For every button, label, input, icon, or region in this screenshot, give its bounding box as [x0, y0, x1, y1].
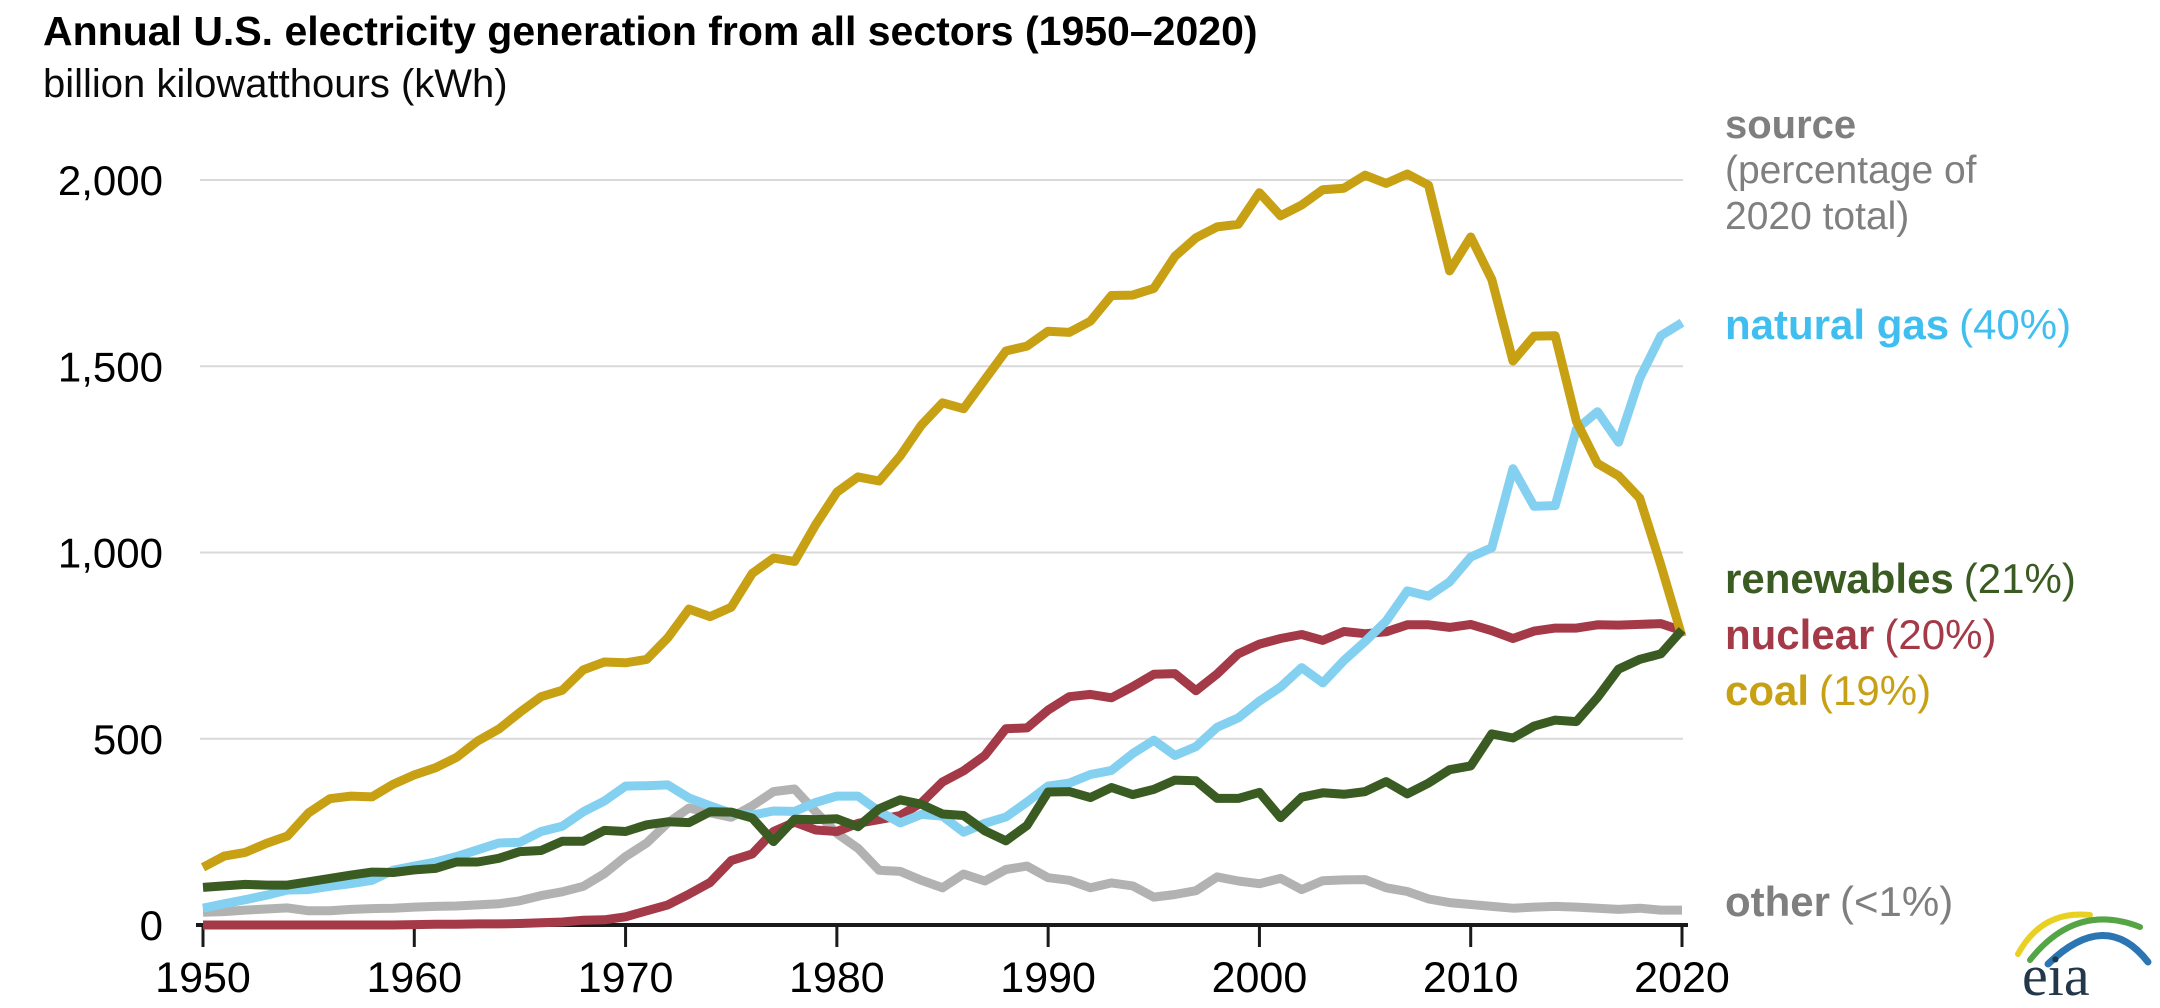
legend-renewables-share: (21%)	[1963, 555, 2076, 602]
legend-nuclear: nuclear (20%)	[1725, 607, 2076, 663]
legend-coal: coal (19%)	[1725, 663, 2076, 719]
eia-logo-text: eia	[2022, 943, 2090, 1005]
legend-natural-gas-label: natural gas	[1725, 301, 1950, 348]
series-line-nuclear	[203, 619, 1684, 930]
series-line-other	[202, 784, 1682, 917]
x-tick-label-2020: 2020	[1634, 954, 1730, 1002]
eia-logo-green-swoosh-icon	[2027, 916, 2143, 963]
x-tick-label-1990: 1990	[1000, 954, 1096, 1002]
legend-other-label: other	[1725, 878, 1830, 925]
legend-natural-gas: natural gas (40%)	[1725, 301, 2071, 349]
legend-nuclear-share: (20%)	[1884, 611, 1997, 658]
x-tick-label-1950: 1950	[155, 954, 251, 1002]
legend-natural-gas-share: (40%)	[1959, 301, 2072, 348]
legend-middle-group: renewables (21%) nuclear (20%) coal (19%)	[1725, 551, 2076, 719]
legend-note-line2: 2020 total)	[1725, 195, 1910, 238]
legend-coal-share: (19%)	[1819, 667, 1932, 714]
x-tick-label-1960: 1960	[366, 954, 462, 1002]
x-tick-label-2000: 2000	[1212, 954, 1308, 1002]
y-tick-label-500: 500	[93, 716, 163, 763]
y-tick-label-1000: 1,000	[58, 530, 163, 577]
series-line-renewables	[202, 627, 1686, 892]
y-tick-label-1500: 1,500	[58, 343, 163, 390]
legend-other: other (<1%)	[1725, 878, 1953, 926]
legend-coal-label: coal	[1725, 667, 1810, 714]
series-line-coal	[200, 169, 1687, 872]
legend-other-share: (<1%)	[1840, 878, 1954, 925]
legend-renewables-label: renewables	[1725, 555, 1954, 602]
eia-logo-yellow-swoosh-icon	[2015, 911, 2093, 957]
y-tick-label-2000: 2,000	[58, 157, 163, 204]
page-title: Annual U.S. electricity generation from …	[43, 8, 1258, 54]
legend-renewables: renewables (21%)	[1725, 551, 2076, 607]
page-subtitle: billion kilowatthours (kWh)	[43, 62, 508, 106]
legend-nuclear-label: nuclear	[1725, 611, 1875, 658]
y-tick-label-0: 0	[140, 902, 163, 949]
legend-source-title: source	[1725, 103, 1857, 147]
x-tick-label-1970: 1970	[578, 954, 674, 1002]
eia-logo: eia	[2000, 900, 2160, 1008]
legend-source-header: source (percentage of 2020 total)	[1725, 102, 1977, 240]
x-tick-label-1980: 1980	[789, 954, 885, 1002]
legend-note-line1: (percentage of	[1725, 149, 1977, 192]
series-line-natural-gas	[202, 318, 1685, 913]
eia-logo-blue-swoosh-icon	[2044, 932, 2152, 968]
x-tick-label-2010: 2010	[1423, 954, 1519, 1002]
